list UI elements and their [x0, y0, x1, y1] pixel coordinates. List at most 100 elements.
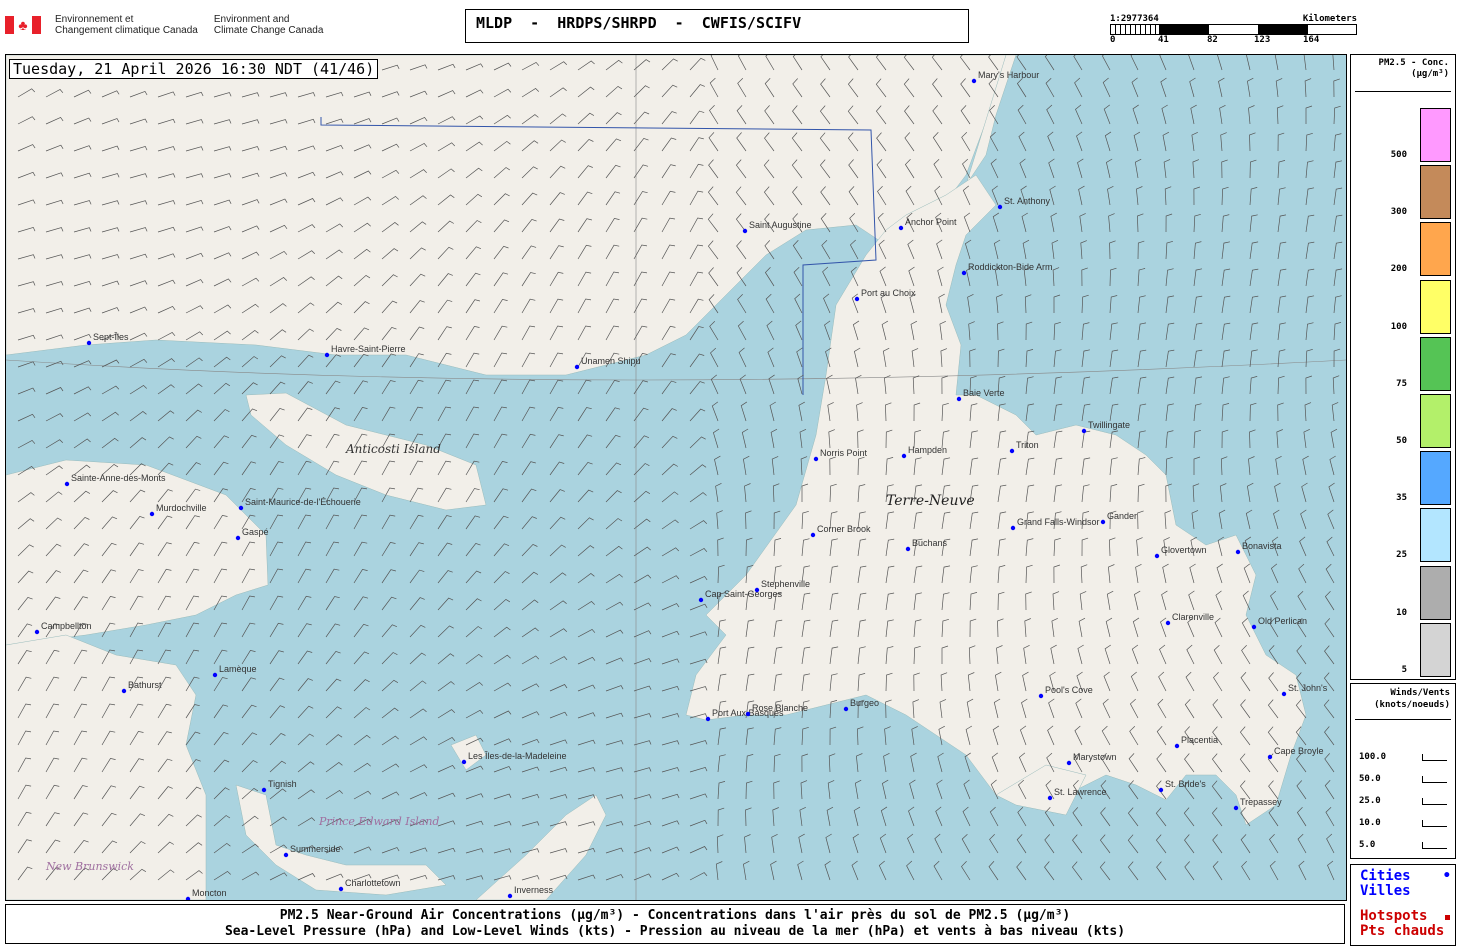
- wind-barb: [1044, 834, 1055, 854]
- wind-barb: [241, 732, 258, 746]
- wind-barb: [549, 139, 566, 152]
- wind-barb: [913, 484, 923, 503]
- city-dot[interactable]: [698, 597, 704, 603]
- city-dot[interactable]: [754, 587, 760, 593]
- city-dot[interactable]: [813, 456, 819, 462]
- city-dot[interactable]: [34, 629, 40, 635]
- wind-barb: [437, 406, 452, 422]
- city-dot[interactable]: [507, 893, 513, 899]
- city-dot[interactable]: [1038, 693, 1044, 699]
- city-dot[interactable]: [185, 896, 191, 900]
- city-dot[interactable]: [1158, 787, 1164, 793]
- wind-barb: [1296, 780, 1307, 800]
- wind-barb: [1184, 861, 1195, 881]
- wind-barb: [381, 652, 398, 665]
- wind-barb: [409, 273, 426, 287]
- city-dot[interactable]: [261, 787, 267, 793]
- wind-barb: [577, 298, 592, 314]
- city-dot[interactable]: [338, 886, 344, 892]
- city-dot[interactable]: [461, 759, 467, 765]
- wind-speed-label: 50.0: [1359, 774, 1381, 784]
- city-dot[interactable]: [1010, 525, 1016, 531]
- wind-barb: [325, 91, 344, 98]
- wind-barb: [689, 353, 705, 368]
- city-label: Trepassey: [1240, 797, 1282, 807]
- wind-barb: [829, 538, 838, 557]
- city-dot[interactable]: [212, 672, 218, 678]
- wind-legend: Winds/Vents (knots/noeuds) 100.0 50.0 25.0 1…: [1350, 683, 1456, 859]
- wind-barb: [521, 218, 537, 233]
- city-dot[interactable]: [1165, 620, 1171, 626]
- city-dot[interactable]: [64, 481, 70, 487]
- wind-barb: [493, 62, 512, 71]
- city-dot[interactable]: [1235, 549, 1241, 555]
- city-dot[interactable]: [997, 204, 1003, 210]
- wind-barb: [1081, 376, 1091, 395]
- city-dot[interactable]: [1281, 691, 1287, 697]
- city-dot[interactable]: [810, 532, 816, 538]
- city-dot[interactable]: [149, 511, 155, 517]
- city-dot[interactable]: [1154, 553, 1160, 559]
- city-dot[interactable]: [705, 716, 711, 722]
- wind-barb: [735, 186, 747, 206]
- burin: [995, 764, 1087, 816]
- wind-barb: [185, 435, 202, 449]
- city-dot[interactable]: [1267, 754, 1273, 760]
- map-canvas[interactable]: Mary's Harbour Saint Augustine Anchor Poin…: [5, 54, 1347, 901]
- city-dot[interactable]: [1251, 624, 1257, 630]
- wind-barb: [1077, 158, 1084, 179]
- wind-barb: [792, 105, 803, 125]
- wind-barb: [1165, 268, 1174, 287]
- city-dot[interactable]: [235, 535, 241, 541]
- city-dot[interactable]: [843, 706, 849, 712]
- wind-barb: [73, 145, 92, 152]
- city-dot[interactable]: [956, 396, 962, 402]
- wind-barb: [605, 767, 624, 773]
- city-dot[interactable]: [742, 228, 748, 234]
- city-dot[interactable]: [901, 453, 907, 459]
- wind-barb: [905, 185, 915, 206]
- city-dot[interactable]: [283, 852, 289, 858]
- wind-barb: [633, 380, 648, 395]
- city-dot[interactable]: [1100, 519, 1106, 525]
- city-dot[interactable]: [745, 711, 751, 717]
- city-dot[interactable]: [1066, 760, 1072, 766]
- city-dot[interactable]: [1233, 805, 1239, 811]
- wind-barb: [995, 671, 1002, 692]
- wind-barb: [297, 328, 314, 341]
- city-dot[interactable]: [574, 364, 580, 370]
- city-dot[interactable]: [324, 352, 330, 358]
- wind-barb: [633, 407, 649, 422]
- city-dot[interactable]: [238, 505, 244, 511]
- wind-barb: [1025, 538, 1034, 557]
- wind-barb: [269, 407, 285, 422]
- city-dot[interactable]: [905, 546, 911, 552]
- city-dot[interactable]: [1174, 743, 1180, 749]
- wind-barb: [185, 173, 204, 179]
- city-dot[interactable]: [1081, 428, 1087, 434]
- wind-barb: [990, 779, 999, 800]
- city-dot[interactable]: [854, 296, 860, 302]
- city-dot[interactable]: [86, 340, 92, 346]
- wind-barb: [1109, 537, 1116, 557]
- wind-barb: [1073, 752, 1083, 773]
- wind-barb: [269, 514, 284, 530]
- city-dot[interactable]: [971, 78, 977, 84]
- city-dot[interactable]: [961, 270, 967, 276]
- city-dot[interactable]: [1047, 795, 1053, 801]
- city-dot[interactable]: [1009, 448, 1015, 454]
- wind-barb: [633, 435, 650, 449]
- wind-barb: [465, 765, 484, 773]
- wind-barb: [745, 510, 752, 530]
- wind-barb: [1270, 590, 1279, 611]
- wind-barb: [1211, 753, 1223, 773]
- wind-barb: [1296, 645, 1307, 665]
- wind-barb: [45, 649, 60, 665]
- wind-barb: [1165, 213, 1173, 233]
- wind-barb: [1219, 483, 1227, 503]
- wind-barb: [157, 118, 176, 125]
- city-dot[interactable]: [898, 225, 904, 231]
- city-dot[interactable]: [121, 688, 127, 694]
- wind-barb: [297, 595, 312, 611]
- wind-barb: [73, 730, 88, 746]
